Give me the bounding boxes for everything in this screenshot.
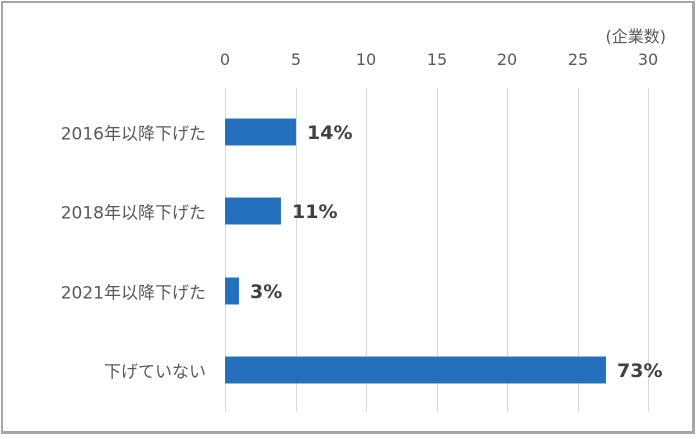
bar xyxy=(225,277,239,305)
data-label: 73% xyxy=(617,360,663,382)
gridline xyxy=(437,88,438,412)
bar xyxy=(225,118,296,146)
gridline xyxy=(296,88,297,412)
x-tick-label: 20 xyxy=(496,50,518,69)
gridline xyxy=(366,88,367,412)
data-label: 11% xyxy=(292,201,338,223)
x-tick-label: 30 xyxy=(637,50,659,69)
x-tick-label: 15 xyxy=(426,50,448,69)
category-label: 下げていない xyxy=(104,362,206,383)
category-label: 2018年以降下げた xyxy=(60,203,206,224)
bar xyxy=(225,197,281,225)
gridline xyxy=(648,88,649,412)
gridline xyxy=(507,88,508,412)
x-tick-label: 10 xyxy=(355,50,377,69)
category-label: 2016年以降下げた xyxy=(60,124,206,145)
gridline xyxy=(225,88,226,412)
x-tick-label: 25 xyxy=(567,50,589,69)
data-label: 14% xyxy=(307,122,353,144)
unit-label: (企業数) xyxy=(605,27,667,46)
bar xyxy=(225,356,606,384)
data-label: 3% xyxy=(250,281,283,303)
x-tick-label: 0 xyxy=(219,50,231,69)
category-label: 2021年以降下げた xyxy=(60,283,206,304)
gridline xyxy=(578,88,579,412)
x-tick-label: 5 xyxy=(290,50,302,69)
